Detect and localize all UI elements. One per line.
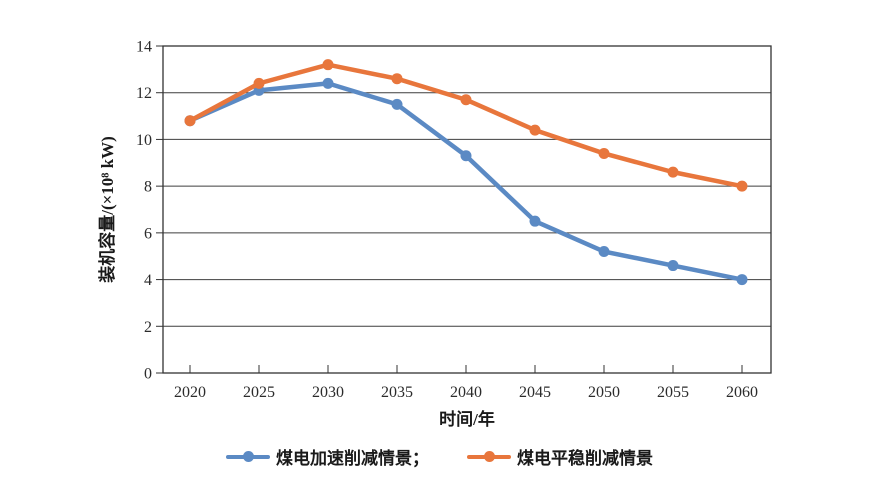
svg-text:2045: 2045 — [519, 384, 551, 401]
chart-legend: 煤电加速削减情景； 煤电平稳削减情景 — [0, 444, 879, 469]
legend-marker-orange-line-icon — [467, 451, 511, 462]
svg-text:2020: 2020 — [174, 384, 206, 401]
svg-text:12: 12 — [136, 85, 152, 102]
legend-label-accelerated: 煤电加速削减情景； — [276, 449, 429, 468]
line-chart-canvas: 0 2 4 6 8 10 12 14 2020 2025 2030 2035 2040 2045 2050 2… — [97, 39, 772, 429]
svg-text:6: 6 — [144, 225, 152, 242]
svg-text:2030: 2030 — [312, 384, 344, 401]
legend-item-accelerated: 煤电加速削减情景； — [226, 444, 429, 469]
svg-text:0: 0 — [144, 366, 152, 383]
svg-text:2050: 2050 — [588, 384, 620, 401]
svg-text:2060: 2060 — [726, 384, 758, 401]
svg-text:8: 8 — [144, 179, 152, 196]
legend-label-steady: 煤电平稳削减情景 — [517, 449, 653, 468]
legend-marker-blue-line-icon — [226, 451, 270, 462]
svg-text:2055: 2055 — [657, 384, 689, 401]
svg-text:10: 10 — [136, 132, 152, 149]
svg-text:装机容量/(×10⁸ kW): 装机容量/(×10⁸ kW) — [97, 136, 117, 284]
svg-text:时间/年: 时间/年 — [439, 409, 495, 429]
svg-text:2: 2 — [144, 319, 152, 336]
svg-text:2025: 2025 — [243, 384, 275, 401]
svg-text:14: 14 — [136, 39, 152, 56]
svg-text:4: 4 — [144, 272, 152, 289]
legend-item-steady: 煤电平稳削减情景 — [467, 444, 653, 469]
svg-text:2040: 2040 — [450, 384, 482, 401]
svg-text:2035: 2035 — [381, 384, 413, 401]
